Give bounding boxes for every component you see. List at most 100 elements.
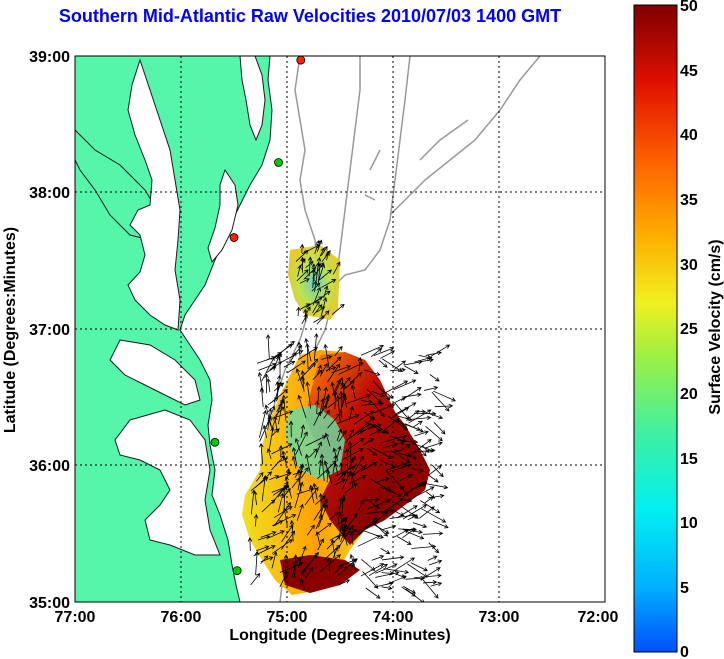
velocity-arrow bbox=[412, 486, 435, 499]
velocity-arrow bbox=[430, 581, 443, 587]
colorbar-tick-label: 0 bbox=[680, 644, 689, 659]
velocity-arrow bbox=[346, 394, 372, 404]
velocity-arrow bbox=[268, 530, 285, 539]
y-tick-label: 37:00 bbox=[29, 322, 70, 339]
velocity-arrow bbox=[343, 512, 358, 534]
velocity-arrow bbox=[321, 355, 333, 360]
velocity-arrow bbox=[247, 537, 253, 552]
velocity-arrow bbox=[289, 351, 297, 364]
velocity-arrow bbox=[307, 358, 319, 369]
velocity-arrow bbox=[274, 502, 291, 526]
velocity-vectors bbox=[247, 239, 456, 602]
velocity-arrow bbox=[383, 448, 400, 454]
velocity-arrow bbox=[421, 444, 430, 454]
map-grid bbox=[75, 56, 605, 602]
velocity-arrow bbox=[383, 418, 400, 431]
velocity-arrow bbox=[373, 403, 385, 418]
velocity-arrow bbox=[250, 572, 261, 586]
velocity-arrow bbox=[316, 385, 322, 405]
x-tick-label: 76:00 bbox=[161, 609, 202, 626]
velocity-arrow bbox=[381, 585, 393, 591]
velocity-arrow bbox=[315, 522, 332, 535]
velocity-arrow bbox=[338, 429, 347, 443]
velocity-arrow bbox=[260, 555, 269, 565]
velocity-arrow bbox=[300, 466, 309, 479]
velocity-arrow bbox=[305, 260, 314, 269]
velocity-arrow bbox=[431, 464, 444, 478]
velocity-arrow bbox=[432, 520, 449, 529]
velocity-arrow bbox=[319, 397, 325, 416]
velocity-arrow bbox=[297, 264, 302, 277]
velocity-arrow bbox=[281, 394, 287, 421]
velocity-arrow bbox=[360, 399, 374, 405]
velocity-arrow bbox=[338, 362, 364, 375]
velocity-arrow bbox=[317, 460, 337, 479]
eastern-shore-inlet bbox=[207, 168, 239, 264]
velocity-arrow bbox=[343, 517, 348, 535]
velocity-arrow bbox=[304, 486, 319, 506]
velocity-arrow bbox=[321, 279, 337, 288]
x-tick-label: 72:00 bbox=[578, 609, 619, 626]
velocity-arrow bbox=[338, 579, 351, 586]
velocity-arrow bbox=[339, 558, 358, 566]
velocity-arrow bbox=[351, 455, 364, 477]
velocity-arrow bbox=[318, 269, 332, 281]
velocity-arrow bbox=[289, 519, 295, 542]
velocity-arrow bbox=[412, 420, 423, 428]
velocity-arrow bbox=[397, 439, 419, 445]
velocity-arrow bbox=[295, 368, 304, 389]
velocity-arrow bbox=[431, 391, 450, 412]
velocity-arrow bbox=[319, 362, 328, 377]
velocity-arrow bbox=[319, 247, 325, 257]
velocity-arrow bbox=[256, 545, 270, 552]
velocity-arrow bbox=[364, 421, 386, 434]
velocity-arrow bbox=[291, 455, 297, 469]
velocity-arrow bbox=[312, 369, 323, 380]
velocity-arrow bbox=[372, 380, 391, 401]
velocity-arrow bbox=[264, 373, 269, 394]
velocity-arrow bbox=[420, 500, 441, 514]
velocity-arrow bbox=[332, 261, 341, 275]
velocity-arrow bbox=[414, 430, 429, 437]
velocity-arrow bbox=[411, 438, 432, 456]
velocity-arrow bbox=[284, 476, 293, 499]
velocity-arrow bbox=[421, 508, 447, 523]
velocity-arrow bbox=[390, 367, 406, 373]
pamlico-sound bbox=[114, 409, 221, 556]
velocity-arrow bbox=[270, 428, 280, 437]
velocity-arrow bbox=[317, 538, 324, 551]
colorbar-tick-label: 20 bbox=[680, 386, 698, 403]
velocity-arrow bbox=[428, 559, 443, 566]
velocity-arrow bbox=[312, 300, 320, 314]
velocity-arrow bbox=[291, 447, 298, 467]
velocity-arrow bbox=[296, 269, 309, 282]
velocity-arrow bbox=[375, 570, 400, 578]
velocity-arrow bbox=[352, 465, 366, 477]
velocity-arrow bbox=[342, 470, 352, 490]
velocity-arrow bbox=[311, 263, 317, 282]
y-tick-label: 36:00 bbox=[29, 458, 70, 475]
velocity-arrow bbox=[371, 390, 385, 397]
velocity-arrow bbox=[383, 442, 399, 449]
colorbar-tick-label: 50 bbox=[680, 0, 698, 15]
velocity-arrow bbox=[253, 513, 259, 527]
velocity-arrow bbox=[365, 587, 381, 599]
velocity-arrow bbox=[269, 475, 280, 481]
velocity-arrow bbox=[256, 472, 264, 482]
velocity-arrow bbox=[314, 333, 319, 360]
velocity-arrow bbox=[266, 448, 272, 460]
velocity-arrow bbox=[294, 481, 304, 509]
velocity-arrow bbox=[366, 508, 395, 514]
velocity-arrow bbox=[419, 506, 435, 519]
velocity-arrow bbox=[276, 471, 292, 479]
x-axis-label: Longitude (Degrees:Minutes) bbox=[229, 627, 450, 644]
velocity-arrow bbox=[329, 511, 339, 521]
velocity-arrow bbox=[272, 485, 289, 496]
velocity-arrow bbox=[385, 380, 409, 393]
velocity-arrow bbox=[375, 511, 388, 522]
velocity-arrow bbox=[370, 478, 392, 492]
x-tick-label: 77:00 bbox=[55, 609, 96, 626]
velocity-arrow bbox=[329, 527, 352, 541]
velocity-arrow bbox=[410, 562, 428, 572]
velocity-arrow bbox=[362, 497, 380, 502]
